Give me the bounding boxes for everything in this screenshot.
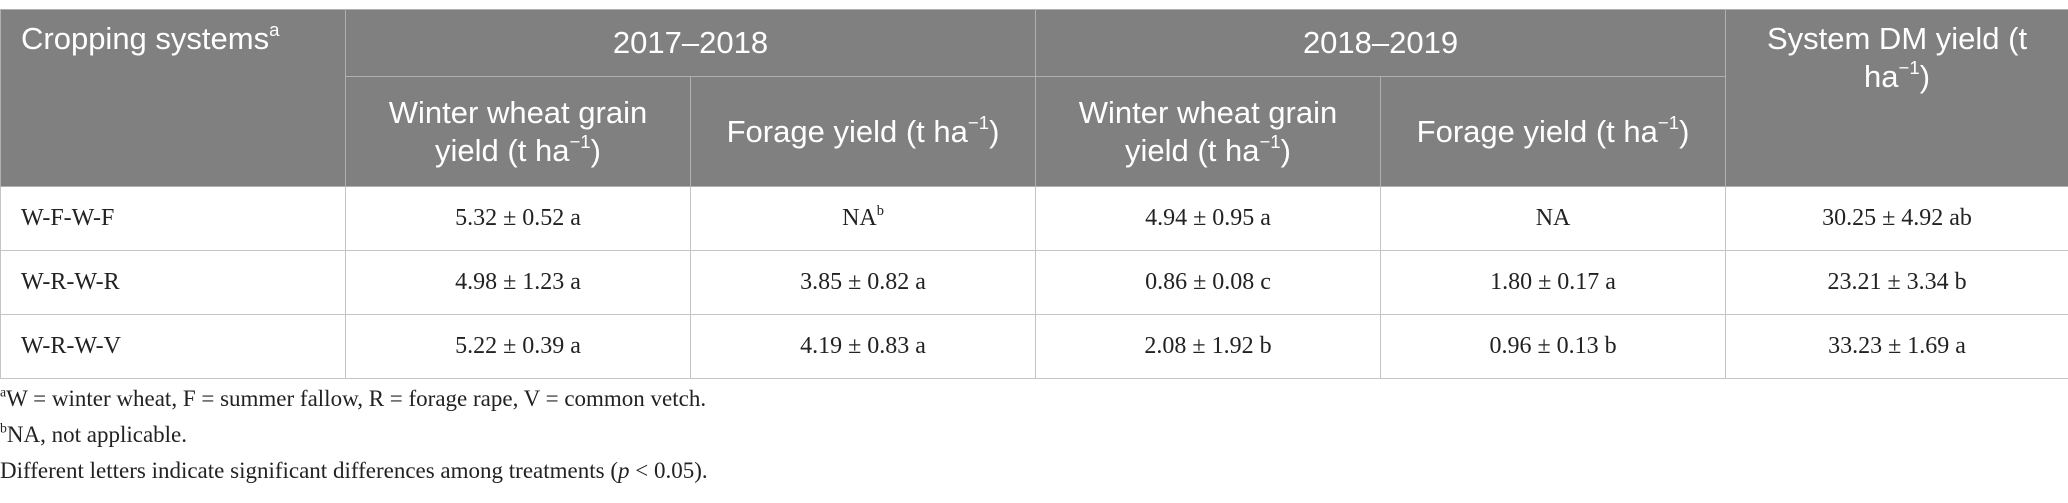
- table-cell: 3.85 ± 0.82 a: [689, 250, 1037, 315]
- table-cell: 30.25 ± 4.92 ab: [1725, 186, 2068, 251]
- cell-text: 30.25 ± 4.92 ab: [1822, 205, 1972, 231]
- footnote-mark: a: [0, 384, 7, 400]
- cell-text: ): [1280, 132, 1291, 168]
- footnote: bNA, not applicable.: [0, 420, 188, 448]
- cell-text: Winter wheat grain yield (t ha: [1078, 94, 1338, 168]
- header-cell: Cropping systemsa: [0, 9, 346, 187]
- table-cell: 23.21 ± 3.34 b: [1725, 250, 2068, 315]
- header-cell: System DM yield (t ha−1): [1725, 9, 2068, 187]
- table-cell: W-F-W-F: [0, 186, 346, 251]
- cell-text: W-R-W-V: [21, 333, 121, 359]
- footnote-text: p: [618, 458, 630, 483]
- cell-text: ): [590, 132, 601, 168]
- table-cell: 4.94 ± 0.95 a: [1035, 186, 1382, 251]
- cell-text: 3.85 ± 0.82 a: [800, 269, 926, 295]
- table-row: W-R-W-R 4.98 ± 1.23 a 3.85 ± 0.82 a 0.86 ± …: [0, 250, 2068, 315]
- cell-text: Winter wheat grain yield (t ha: [388, 94, 648, 168]
- table-cell: 0.96 ± 0.13 b: [1380, 314, 1727, 379]
- header-cell: Forage yield (t ha−1): [689, 76, 1037, 187]
- data-table: Cropping systemsa 2017–2018 2018–2019 Sy…: [0, 9, 2068, 379]
- table-cell: NA: [1380, 186, 1727, 251]
- superscript: −1: [1259, 130, 1281, 152]
- cell-text: ): [1679, 113, 1690, 149]
- cell-text: Forage yield (t ha: [1416, 113, 1658, 149]
- header-cell: Winter wheat grain yield (t ha−1): [345, 76, 691, 187]
- table-cell: W-R-W-V: [0, 314, 346, 379]
- cell-text: NA: [1535, 205, 1571, 231]
- table-row: W-R-W-V 5.22 ± 0.39 a 4.19 ± 0.83 a 2.08 ± …: [0, 314, 2068, 379]
- table-cell: 5.22 ± 0.39 a: [345, 314, 691, 379]
- footnote-text: < 0.05).: [629, 458, 708, 483]
- cell-text: NA: [842, 205, 877, 231]
- table-cell: 33.23 ± 1.69 a: [1725, 314, 2068, 379]
- table-cell: 4.19 ± 0.83 a: [689, 314, 1037, 379]
- table-cell: 0.86 ± 0.08 c: [1035, 250, 1382, 315]
- superscript: −1: [1898, 56, 1920, 78]
- footnote-mark: a: [269, 18, 280, 40]
- header-cell: 2017–2018: [344, 9, 1037, 77]
- header-cell: 2018–2019: [1035, 9, 1727, 77]
- cell-text: 4.94 ± 0.95 a: [1145, 205, 1271, 231]
- header-cell: Forage yield (t ha−1): [1380, 76, 1727, 187]
- cell-text: Forage yield (t ha: [726, 113, 968, 149]
- superscript: b: [876, 202, 884, 219]
- superscript: −1: [569, 130, 591, 152]
- table-cell: 5.32 ± 0.52 a: [345, 186, 691, 251]
- table-cell: 2.08 ± 1.92 b: [1035, 314, 1382, 379]
- superscript: −1: [1657, 111, 1680, 133]
- cell-text: ): [989, 113, 1000, 149]
- header-text: ): [1919, 59, 1931, 94]
- cell-text: 23.21 ± 3.34 b: [1827, 269, 1967, 295]
- footnote-text: NA, not applicable.: [6, 422, 188, 447]
- header-text: Cropping systems: [21, 21, 270, 56]
- cell-text: 4.19 ± 0.83 a: [800, 333, 926, 359]
- footnote-text: W = winter wheat, F = summer fallow, R =…: [6, 386, 707, 411]
- cell-text: W-F-W-F: [21, 205, 115, 231]
- footnote: aW = winter wheat, F = summer fallow, R …: [0, 384, 707, 412]
- table-cell: 1.80 ± 0.17 a: [1380, 250, 1727, 315]
- footnote: Different letters indicate significant d…: [0, 458, 708, 484]
- table-cell: NAb: [689, 186, 1037, 251]
- footnote-mark: b: [0, 420, 7, 436]
- cell-text: 0.86 ± 0.08 c: [1145, 269, 1271, 295]
- superscript: −1: [967, 111, 990, 133]
- table-cell: W-R-W-R: [0, 250, 346, 315]
- table-cell: 4.98 ± 1.23 a: [345, 250, 691, 315]
- cell-text: 4.98 ± 1.23 a: [455, 269, 581, 295]
- cell-text: 0.96 ± 0.13 b: [1489, 333, 1617, 359]
- header-text: System DM yield (t ha: [1766, 21, 2028, 94]
- cell-text: 5.22 ± 0.39 a: [455, 333, 581, 359]
- cell-text: 5.32 ± 0.52 a: [455, 205, 581, 231]
- cell-text: 1.80 ± 0.17 a: [1490, 269, 1616, 295]
- header-cell: Winter wheat grain yield (t ha−1): [1035, 76, 1382, 187]
- cell-text: 2.08 ± 1.92 b: [1144, 333, 1272, 359]
- footnote-text: Different letters indicate significant d…: [0, 458, 618, 483]
- cell-text: 33.23 ± 1.69 a: [1828, 333, 1966, 359]
- table-row: W-F-W-F 5.32 ± 0.52 a NAb 4.94 ± 0.95 a NA 30…: [0, 186, 2068, 251]
- cell-text: W-R-W-R: [21, 269, 120, 295]
